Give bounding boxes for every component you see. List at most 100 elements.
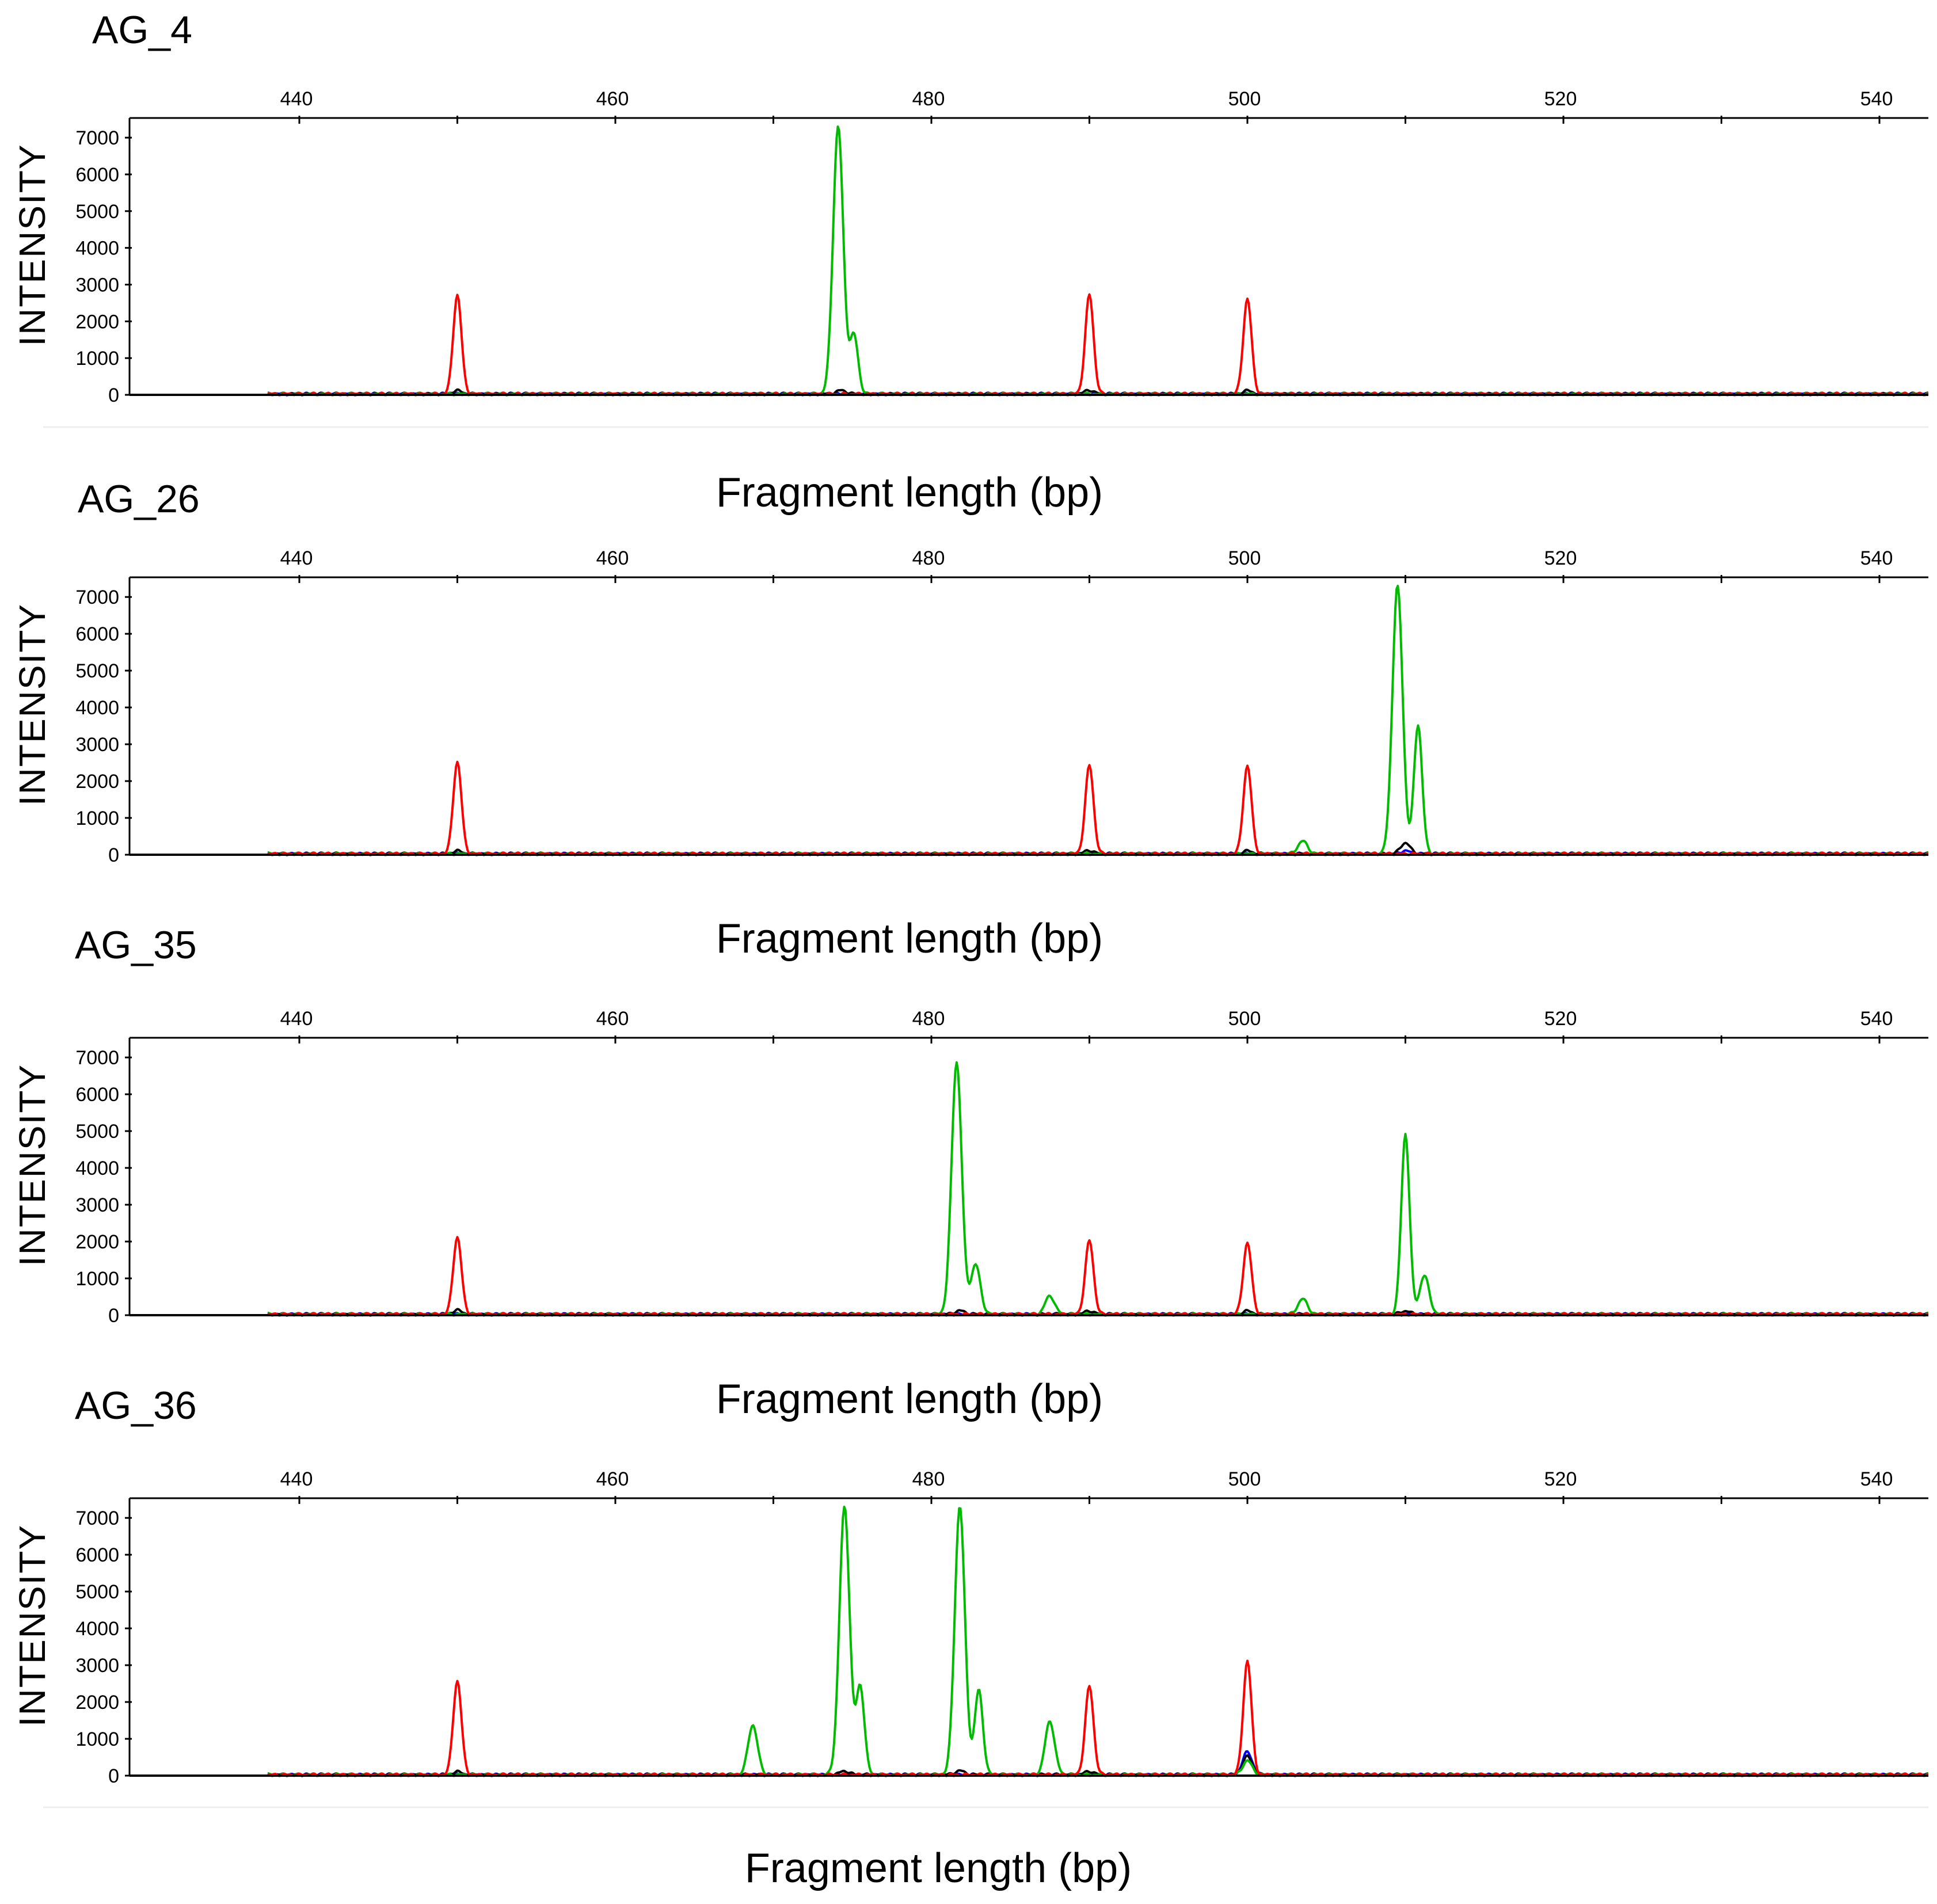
x-axis-label: Fragment length (bp) [745,1845,1132,1891]
trace-green [267,1061,1928,1317]
peak-point-black [840,390,843,393]
x-tick-label: 440 [280,1468,313,1490]
peak-point-green [1302,841,1304,843]
y-tick-label: 7000 [75,1047,119,1069]
y-tick-label: 1000 [75,1268,119,1290]
x-tick-label: 480 [912,1468,945,1490]
y-tick-label: 5000 [75,1121,119,1143]
peak-point-green [1302,1298,1304,1301]
x-tick-label: 480 [912,1008,945,1030]
peak-point-green [1049,1296,1051,1298]
peak-point-red [456,1237,459,1239]
peak-point-red [1246,765,1249,767]
panel-ag-35: AG_35 440 460 480 500 520 540 0 1000 2000 3000 4000… [12,923,1928,1422]
x-axis-label: Fragment length (bp) [716,1376,1103,1422]
y-axis-label: INTENSITY [12,1524,53,1727]
peak-point-red [456,295,459,297]
trace-green [267,585,1928,856]
y-tick-label: 1000 [75,1728,119,1750]
peak-point-red [1246,298,1249,300]
panel-title: AG_36 [75,1384,197,1427]
x-tick-label: 500 [1228,1008,1261,1030]
peak-point-black [456,1310,459,1312]
y-tick-label: 4000 [75,697,119,719]
peak-point-red [456,761,459,764]
y-tick-label: 2000 [75,1692,119,1713]
peak-point-black [958,1770,961,1773]
y-tick-label: 6000 [75,1084,119,1106]
x-tick-label: 520 [1544,1468,1577,1490]
x-tick-label: 500 [1228,547,1261,569]
x-tick-label: 460 [596,1008,629,1030]
peak-point-green [1423,1275,1425,1278]
y-axis-label: INTENSITY [12,1064,53,1266]
y-tick-label: 7000 [75,587,119,608]
peak-point-green [853,335,855,337]
peak-point-green [1396,585,1399,587]
trace-red [267,293,1928,397]
y-axis-label: INTENSITY [12,603,53,806]
x-tick-label: 440 [280,88,313,110]
trace-red [267,1659,1928,1777]
peak-point-black [958,1311,961,1313]
x-tick-label: 520 [1544,1008,1577,1030]
x-tick-label: 460 [596,547,629,569]
peak-point-green [975,1265,977,1267]
y-tick-label: 4000 [75,1157,119,1179]
y-tick-label: 6000 [75,623,119,645]
y-tick-label: 0 [108,384,119,406]
x-tick-label: 540 [1860,1468,1893,1490]
peak-point-green [1246,1761,1249,1763]
panel-title: AG_35 [75,923,197,967]
y-tick-label: 6000 [75,1544,119,1566]
trace-green [267,125,1928,397]
y-tick-label: 2000 [75,771,119,793]
y-tick-label: 7000 [75,127,119,149]
y-tick-label: 5000 [75,1581,119,1603]
x-tick-label: 460 [596,88,629,110]
peak-point-green [1417,725,1419,727]
peak-point-green [843,1506,846,1508]
peak-point-red [1246,1661,1249,1663]
peak-point-green [977,1690,980,1692]
x-axis-label: Fragment length (bp) [716,916,1103,962]
x-tick-label: 440 [280,1008,313,1030]
y-tick-label: 3000 [75,734,119,756]
peak-point-green [837,125,839,128]
panel-ag-36: AG_36 440 460 480 500 520 540 0 1000 2000 3000 4000… [12,1384,1928,1891]
y-axis-label: INTENSITY [12,143,53,346]
trace-green [267,1506,1928,1777]
x-tick-label: 520 [1544,88,1577,110]
x-tick-label: 540 [1860,88,1893,110]
peak-point-red [1246,1242,1249,1244]
peak-point-green [1049,1721,1051,1723]
y-tick-label: 1000 [75,348,119,370]
y-tick-label: 4000 [75,238,119,260]
peak-point-green [958,1506,961,1508]
y-tick-label: 3000 [75,1655,119,1677]
peak-point-black [1246,1756,1249,1758]
panel-ag-26: AG_26 440 460 480 500 520 540 0 1000 2000 3000 4000… [12,477,1928,962]
x-tick-label: 480 [912,88,945,110]
peak-point-red [1089,295,1091,297]
peak-point-green [1405,1134,1407,1136]
peak-point-blue [1246,1751,1249,1754]
y-tick-label: 0 [108,1765,119,1787]
trace-red [267,760,1928,856]
y-tick-label: 2000 [75,311,119,333]
peak-point-red [1089,765,1091,767]
peak-point-green [752,1725,754,1727]
peak-point-red [1089,1240,1091,1243]
x-tick-label: 440 [280,547,313,569]
peak-point-green [956,1062,958,1064]
x-tick-label: 500 [1228,88,1261,110]
y-tick-label: 1000 [75,808,119,829]
y-tick-label: 5000 [75,201,119,223]
panel-title: AG_26 [78,477,200,521]
peak-point-red [456,1681,459,1683]
y-tick-label: 3000 [75,1194,119,1216]
x-tick-label: 540 [1860,547,1893,569]
trace-red [267,1236,1928,1317]
panel-ag-4: AG_4 440 460 480 500 520 540 0 1000 2000 3000 4000 5… [12,8,1928,516]
